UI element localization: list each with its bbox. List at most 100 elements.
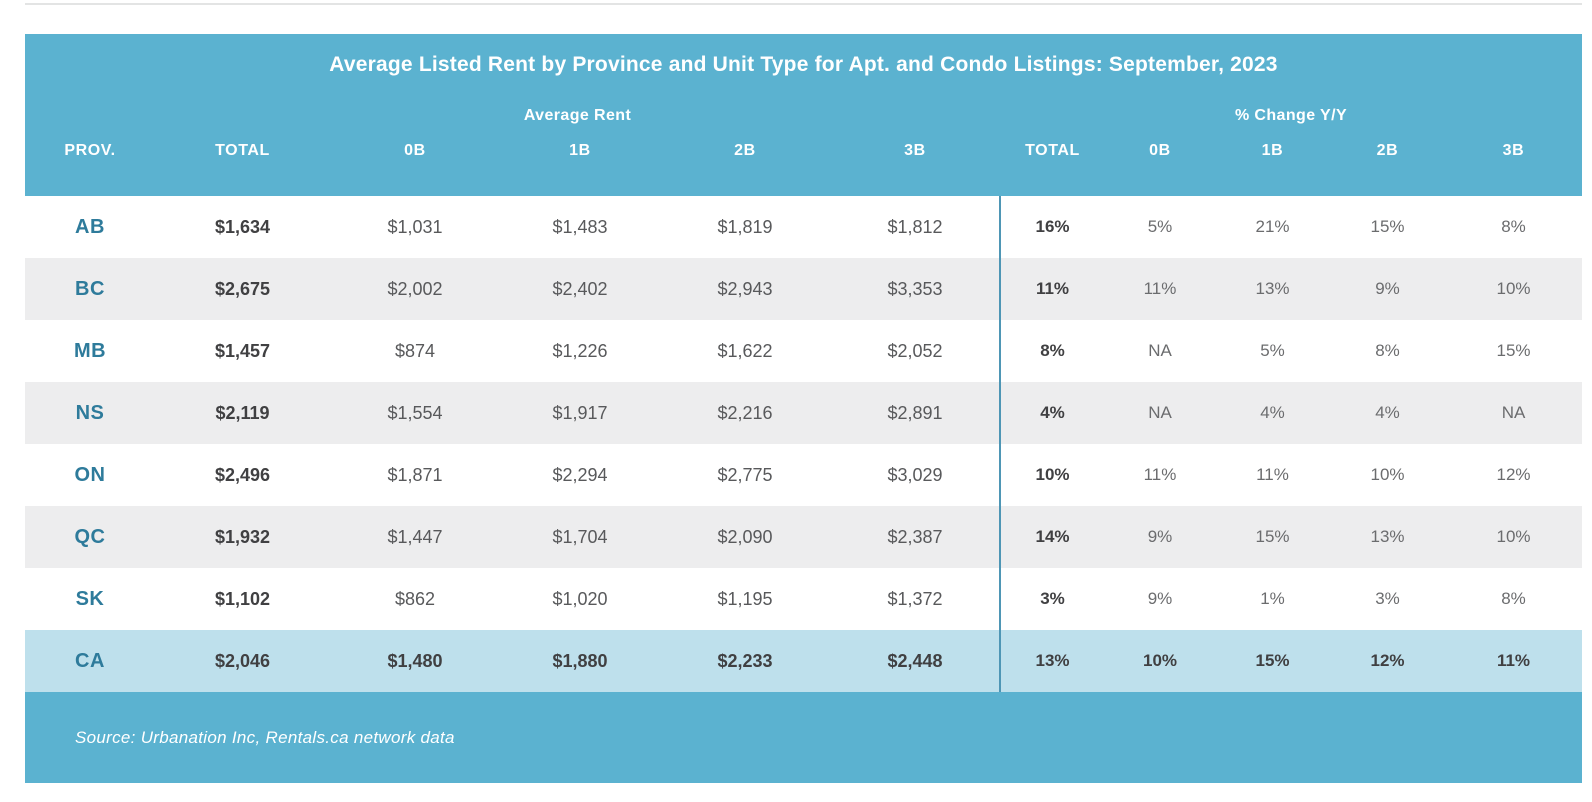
- avg-rent-1b: $1,880: [552, 650, 608, 671]
- avg-rent-2b: $2,775: [717, 464, 773, 485]
- province-label: ON: [74, 463, 106, 486]
- avg-rent-3b: $3,353: [887, 278, 943, 299]
- pct-change-total: 16%: [1035, 217, 1070, 236]
- pct-change-0b: 11%: [1143, 279, 1177, 298]
- table-row-ns: NS $2,119 $1,554 $1,917 $2,216 $2,891 4% NA 4% 4%…: [25, 382, 1582, 444]
- column-header-3: 1B: [569, 142, 591, 159]
- column-header-5: 3B: [904, 142, 926, 159]
- pct-change-1b: 11%: [1256, 465, 1289, 484]
- pct-change-2b: 4%: [1375, 403, 1400, 422]
- pct-change-3b: 8%: [1501, 217, 1526, 236]
- pct-change-1b: 21%: [1255, 217, 1290, 236]
- column-header-7: 0B: [1149, 142, 1171, 159]
- column-header-1: TOTAL: [215, 142, 270, 159]
- group-header-average-rent: Average Rent: [523, 107, 632, 124]
- avg-rent-total: $2,675: [214, 278, 271, 299]
- pct-change-3b: 8%: [1501, 589, 1526, 608]
- group-divider-line: [999, 196, 1001, 692]
- pct-change-2b: 12%: [1370, 651, 1405, 670]
- column-header-row: PROV. TOTAL 0B 1B 2B 3B TOTAL 0B 1B 2B 3B: [25, 138, 1582, 164]
- avg-rent-2b: $1,195: [717, 588, 773, 609]
- avg-rent-0b: $862: [394, 588, 436, 609]
- pct-change-2b: 3%: [1375, 589, 1400, 608]
- table-row-qc: QC $1,932 $1,447 $1,704 $2,090 $2,387 14% 9% 15%…: [25, 506, 1582, 568]
- pct-change-3b: 12%: [1496, 465, 1531, 484]
- province-label: MB: [73, 339, 107, 362]
- pct-change-0b: 9%: [1147, 589, 1173, 608]
- pct-change-1b: 15%: [1255, 527, 1290, 546]
- pct-change-0b: NA: [1148, 403, 1172, 422]
- province-label: BC: [75, 277, 105, 300]
- avg-rent-1b: $2,402: [552, 278, 608, 299]
- pct-change-3b: 10%: [1496, 527, 1531, 546]
- table-row-mb: MB $1,457 $874 $1,226 $1,622 $2,052 8% NA 5% 8% 15…: [25, 320, 1582, 382]
- pct-change-1b: 13%: [1255, 279, 1290, 298]
- province-label: CA: [75, 649, 105, 672]
- group-header-pct-change: % Change Y/Y: [1234, 107, 1348, 124]
- pct-change-0b: 9%: [1147, 527, 1173, 546]
- avg-rent-3b: $1,372: [887, 588, 943, 609]
- avg-rent-total: $1,457: [214, 340, 271, 361]
- avg-rent-1b: $1,704: [552, 526, 608, 547]
- pct-change-1b: 4%: [1260, 403, 1285, 422]
- pct-change-2b: 10%: [1370, 465, 1405, 484]
- group-header-row: Average Rent % Change Y/Y: [25, 94, 1582, 138]
- pct-change-0b: NA: [1148, 341, 1172, 360]
- table-header: Average Listed Rent by Province and Unit…: [25, 34, 1582, 196]
- pct-change-3b: 10%: [1496, 279, 1531, 298]
- pct-change-2b: 8%: [1375, 341, 1400, 360]
- pct-change-2b: 13%: [1370, 527, 1405, 546]
- avg-rent-1b: $1,483: [552, 216, 608, 237]
- avg-rent-0b: $1,554: [387, 402, 443, 423]
- pct-change-3b: 15%: [1496, 341, 1531, 360]
- column-header-9: 2B: [1376, 142, 1399, 159]
- avg-rent-0b: $1,871: [387, 464, 443, 485]
- avg-rent-1b: $1,917: [552, 402, 608, 423]
- column-header-8: 1B: [1261, 142, 1284, 159]
- pct-change-total: 3%: [1040, 589, 1065, 608]
- table-footer: Source: Urbanation Inc, Rentals.ca netwo…: [25, 692, 1582, 783]
- pct-change-0b: 10%: [1142, 651, 1178, 670]
- avg-rent-3b: $1,812: [887, 216, 943, 237]
- table-row-ca: CA $2,046 $1,480 $1,880 $2,233 $2,448 13% 10% 15…: [25, 630, 1582, 692]
- avg-rent-0b: $874: [394, 340, 436, 361]
- avg-rent-2b: $2,090: [717, 526, 773, 547]
- source-note: Source: Urbanation Inc, Rentals.ca netwo…: [75, 727, 455, 747]
- table-row-ab: AB $1,634 $1,031 $1,483 $1,819 $1,812 16% 5% 21%…: [25, 196, 1582, 258]
- pct-change-0b: 11%: [1143, 465, 1177, 484]
- pct-change-total: 8%: [1040, 341, 1065, 360]
- avg-rent-2b: $1,622: [717, 340, 773, 361]
- avg-rent-3b: $2,052: [887, 340, 943, 361]
- pct-change-1b: 5%: [1260, 341, 1285, 360]
- province-label: QC: [74, 525, 106, 548]
- pct-change-3b: NA: [1501, 403, 1526, 422]
- top-divider: [25, 3, 1582, 5]
- avg-rent-3b: $2,387: [887, 526, 943, 547]
- pct-change-total: 14%: [1035, 527, 1070, 546]
- column-header-4: 2B: [734, 142, 756, 159]
- pct-change-1b: 15%: [1255, 651, 1290, 670]
- column-header-2: 0B: [404, 142, 426, 159]
- pct-change-2b: 9%: [1375, 279, 1400, 298]
- column-header-10: 3B: [1502, 142, 1525, 159]
- avg-rent-1b: $2,294: [552, 464, 608, 485]
- avg-rent-2b: $2,943: [717, 278, 773, 299]
- province-label: NS: [75, 401, 105, 424]
- column-header-0: PROV.: [64, 142, 116, 159]
- pct-change-total: 13%: [1035, 651, 1070, 670]
- avg-rent-2b: $1,819: [717, 216, 773, 237]
- pct-change-total: 11%: [1035, 279, 1070, 298]
- avg-rent-0b: $1,447: [387, 526, 443, 547]
- avg-rent-2b: $2,216: [717, 402, 773, 423]
- avg-rent-1b: $1,020: [552, 588, 608, 609]
- province-label: AB: [75, 215, 105, 238]
- avg-rent-1b: $1,226: [552, 340, 608, 361]
- table-row-on: ON $2,496 $1,871 $2,294 $2,775 $3,029 10% 11% 11…: [25, 444, 1582, 506]
- avg-rent-0b: $1,480: [387, 650, 443, 671]
- avg-rent-0b: $2,002: [387, 278, 443, 299]
- rent-table: Average Listed Rent by Province and Unit…: [25, 34, 1582, 783]
- avg-rent-2b: $2,233: [717, 650, 773, 671]
- pct-change-total: 4%: [1040, 403, 1065, 422]
- avg-rent-0b: $1,031: [387, 216, 443, 237]
- column-header-6: TOTAL: [1025, 142, 1080, 159]
